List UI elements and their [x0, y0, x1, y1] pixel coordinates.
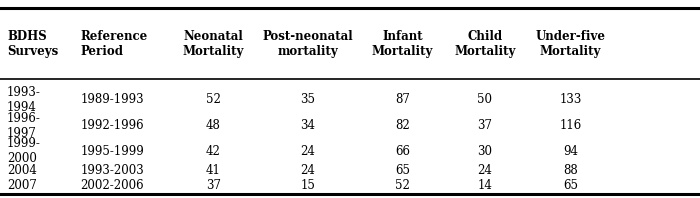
Text: Child
Mortality: Child Mortality [454, 30, 515, 58]
Text: 1995-1999: 1995-1999 [80, 145, 144, 158]
Text: 66: 66 [395, 145, 410, 158]
Text: 37: 37 [206, 179, 221, 192]
Text: 24: 24 [300, 145, 316, 158]
Text: Infant
Mortality: Infant Mortality [372, 30, 433, 58]
Text: Reference
Period: Reference Period [80, 30, 148, 58]
Text: 82: 82 [395, 119, 410, 132]
Text: 24: 24 [300, 164, 316, 177]
Text: 34: 34 [300, 119, 316, 132]
Text: 48: 48 [206, 119, 221, 132]
Text: 116: 116 [559, 119, 582, 132]
Text: 2002-2006: 2002-2006 [80, 179, 144, 192]
Text: 94: 94 [563, 145, 578, 158]
Text: 87: 87 [395, 93, 410, 107]
Text: 50: 50 [477, 93, 492, 107]
Text: BDHS
Surveys: BDHS Surveys [7, 30, 58, 58]
Text: 14: 14 [477, 179, 492, 192]
Text: 52: 52 [395, 179, 410, 192]
Text: 133: 133 [559, 93, 582, 107]
Text: 88: 88 [563, 164, 578, 177]
Text: 65: 65 [563, 179, 578, 192]
Text: 1993-
1994: 1993- 1994 [7, 86, 41, 114]
Text: 1989-1993: 1989-1993 [80, 93, 144, 107]
Text: 15: 15 [300, 179, 316, 192]
Text: 1996-
1997: 1996- 1997 [7, 112, 41, 140]
Text: Neonatal
Mortality: Neonatal Mortality [183, 30, 244, 58]
Text: 1993-2003: 1993-2003 [80, 164, 144, 177]
Text: 41: 41 [206, 164, 221, 177]
Text: Under-five
Mortality: Under-five Mortality [536, 30, 606, 58]
Text: Post-neonatal
mortality: Post-neonatal mortality [262, 30, 354, 58]
Text: 1992-1996: 1992-1996 [80, 119, 144, 132]
Text: 2007: 2007 [7, 179, 37, 192]
Text: 42: 42 [206, 145, 221, 158]
Text: 1999-
2000: 1999- 2000 [7, 137, 41, 166]
Text: 24: 24 [477, 164, 492, 177]
Text: 37: 37 [477, 119, 492, 132]
Text: 65: 65 [395, 164, 410, 177]
Text: 2004: 2004 [7, 164, 37, 177]
Text: 35: 35 [300, 93, 316, 107]
Text: 30: 30 [477, 145, 492, 158]
Text: 52: 52 [206, 93, 221, 107]
